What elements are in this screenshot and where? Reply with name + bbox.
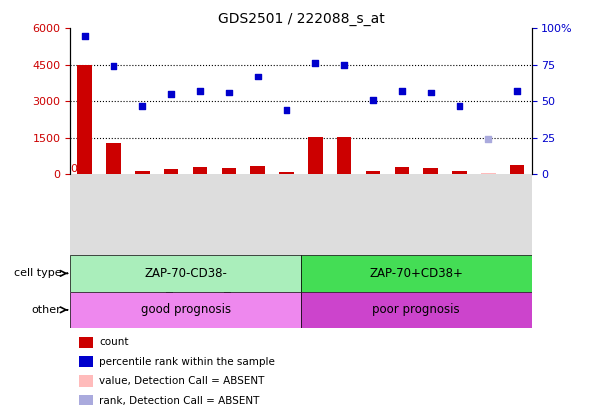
Bar (301, 292, 532, 328)
Bar (164, 169, 178, 174)
Bar (337, 137, 351, 174)
Point (195, 88, 205, 94)
Bar (135, 171, 150, 174)
Title: GDS2501 / 222088_s_at: GDS2501 / 222088_s_at (218, 12, 384, 26)
Point (426, 89, 436, 96)
Point (80, 32, 90, 39)
Text: ZAP-70+CD38+: ZAP-70+CD38+ (369, 267, 463, 280)
Bar (193, 167, 207, 174)
Text: rank, Detection Call = ABSENT: rank, Detection Call = ABSENT (99, 396, 259, 405)
Bar (452, 171, 467, 174)
Bar (70, 292, 301, 328)
Bar (70, 255, 301, 292)
Text: value, Detection Call = ABSENT: value, Detection Call = ABSENT (99, 376, 265, 386)
Text: good prognosis: good prognosis (141, 303, 231, 316)
Bar (222, 168, 236, 174)
Bar (251, 166, 265, 174)
Point (224, 89, 234, 96)
Point (137, 102, 147, 109)
Bar (78, 65, 92, 174)
Text: 0: 0 (70, 164, 77, 174)
Point (109, 63, 119, 70)
Bar (279, 172, 294, 174)
Bar (308, 137, 323, 174)
Point (368, 96, 378, 103)
Text: count: count (99, 337, 128, 347)
Text: other: other (32, 305, 62, 315)
Text: cell type: cell type (14, 269, 62, 278)
Bar (395, 167, 409, 174)
Point (512, 88, 522, 94)
Point (310, 60, 320, 66)
Point (455, 102, 464, 109)
Point (253, 73, 263, 80)
Point (339, 62, 349, 68)
Bar (366, 171, 380, 174)
Text: percentile rank within the sample: percentile rank within the sample (99, 357, 275, 367)
Bar (106, 143, 121, 174)
Text: poor prognosis: poor prognosis (373, 303, 460, 316)
Bar (423, 168, 438, 174)
Bar (301, 255, 532, 292)
Bar (481, 173, 496, 174)
Point (397, 88, 407, 94)
Bar (510, 165, 524, 174)
Text: ZAP-70-CD38-: ZAP-70-CD38- (144, 267, 227, 280)
Point (483, 136, 493, 143)
Point (166, 91, 176, 97)
Point (282, 107, 291, 113)
